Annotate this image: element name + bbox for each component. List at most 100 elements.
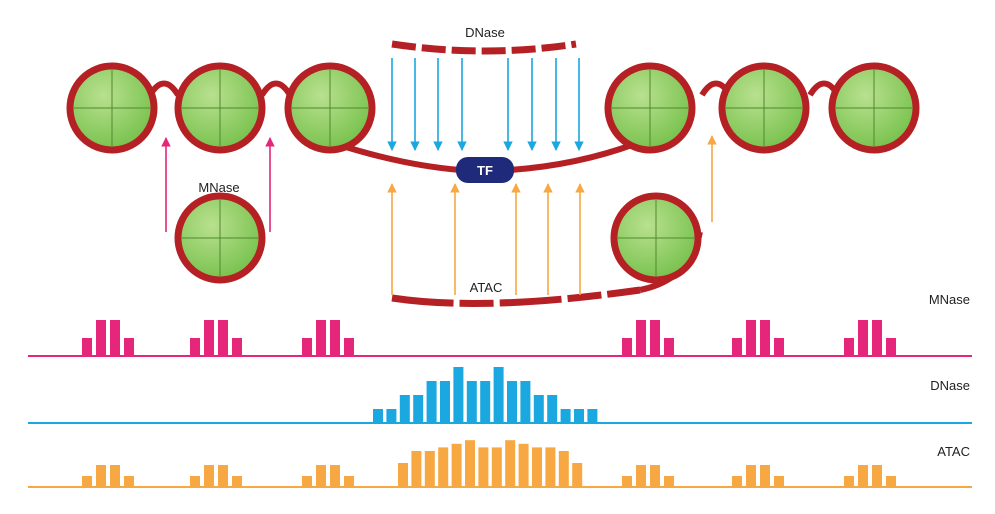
signal-bar [110,320,120,356]
atac-bar [558,451,569,487]
atac-bar [398,463,408,487]
nucleosome [828,62,920,154]
dnase-top-label: DNase [465,25,505,40]
atac-bar [491,447,502,487]
signal-bar [622,338,632,356]
nucleosome [174,192,266,284]
signal-bar [330,465,340,487]
atac-bar [411,451,422,487]
signal-bar [204,465,214,487]
atac-bar [424,451,435,487]
signal-bar [664,476,674,487]
signal-bar [190,338,200,356]
dnase-bar [560,409,571,423]
tf-label: TF [477,163,493,178]
atac-bar [532,447,542,487]
nucleosome [718,62,810,154]
dnase-bar [533,395,544,423]
signal-bar [96,320,106,356]
dnase-bar [453,367,464,423]
signal-bar [746,465,756,487]
signal-bar [858,465,868,487]
signal-bar [650,465,660,487]
dnase-bar [440,381,450,423]
atac-label: ATAC [470,280,503,295]
dna-link [259,80,293,97]
signal-bar [330,320,340,356]
signal-tracks [28,320,972,488]
signal-bar [872,465,882,487]
track-dnase-label: DNase [930,378,970,393]
dnase-bar [466,381,477,423]
nucleosome [610,192,702,284]
signal-bar [844,338,854,356]
atac-bar [478,447,489,487]
signal-bar [774,338,784,356]
dna-linker-right [509,139,642,173]
atac-bar [518,443,529,487]
dnase-bar [386,409,397,423]
nucleosome [604,62,696,154]
atac-bar [465,440,475,487]
signal-bar [886,476,896,487]
signal-bar [886,338,896,356]
signal-bar [622,476,632,487]
dna-dnase-fragment [391,40,577,55]
nucleosome [66,62,158,154]
atac-bar [572,463,583,487]
signal-bar [344,338,354,356]
signal-bar [664,338,674,356]
dna-atac-fragment [391,286,641,307]
signal-bar [82,476,92,487]
dnase-bar [373,409,383,423]
signal-bar [190,476,200,487]
signal-bar [218,320,228,356]
signal-bar [732,338,742,356]
signal-bar [232,476,242,487]
dnase-bar [587,409,598,423]
signal-bar [732,476,742,487]
signal-bar [774,476,784,487]
dnase-bar [399,395,410,423]
signal-bar [124,476,134,487]
signal-bar [344,476,354,487]
signal-bar [872,320,882,356]
signal-bar [844,476,854,487]
signal-bar [858,320,868,356]
signal-bar [82,338,92,356]
dnase-bar [413,395,424,423]
signal-bar [232,338,242,356]
signal-bar [204,320,214,356]
signal-bar [746,320,756,356]
signal-bar [760,465,770,487]
signal-bar [302,476,312,487]
nucleosome [174,62,266,154]
enzyme-cut-arrows [161,58,717,295]
signal-bar [760,320,770,356]
atac-bar [545,447,556,487]
signal-bar [124,338,134,356]
dnase-bar [507,381,517,423]
signal-bar [316,320,326,356]
atac-bar [438,447,449,487]
track-atac-label: ATAC [937,444,970,459]
dnase-bar [547,395,558,423]
signal-bar [316,465,326,487]
dnase-bar [493,367,504,423]
signal-bar [636,320,646,356]
dnase-bar [426,381,437,423]
signal-bar [110,465,120,487]
signal-bar [636,465,646,487]
nucleosomes [66,62,920,284]
dnase-bar [480,381,491,423]
transcription-factor: TF [456,157,514,183]
nucleosome [284,62,376,154]
signal-bar [650,320,660,356]
tf-shape [456,157,514,183]
mnase-label: MNase [198,180,239,195]
dnase-bar [520,381,531,423]
atac-bar [505,440,516,487]
signal-bar [302,338,312,356]
track-mnase-label: MNase [929,292,970,307]
